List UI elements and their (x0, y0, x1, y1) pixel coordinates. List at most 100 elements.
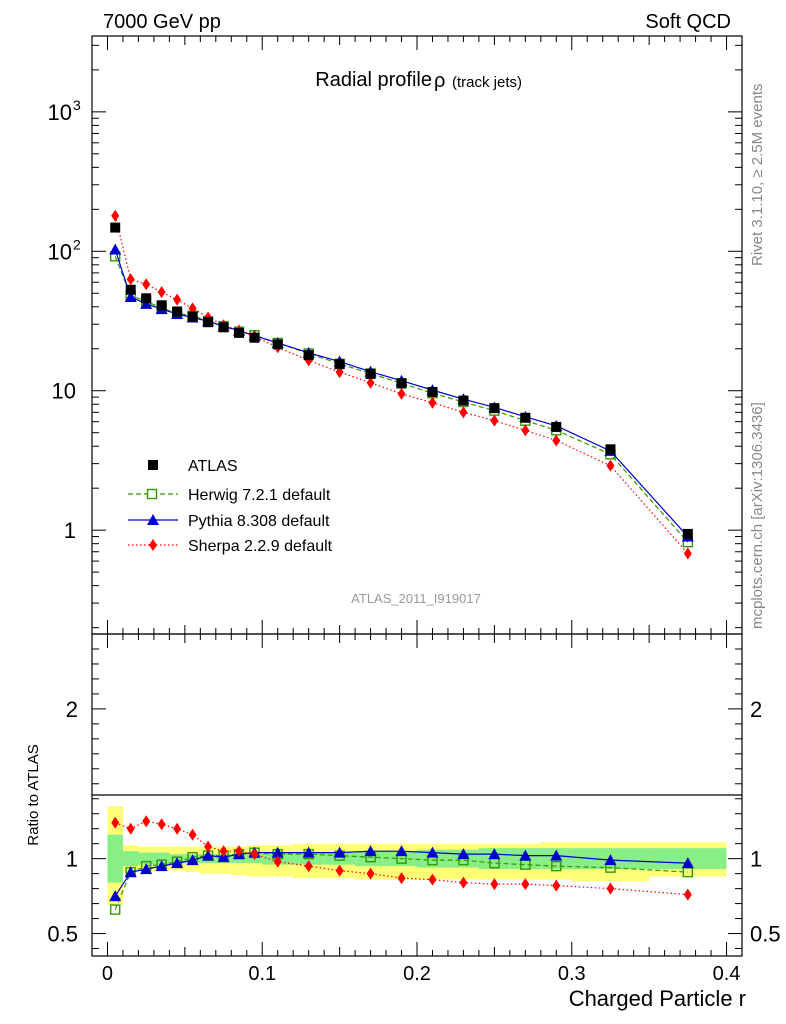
main-point-atlas (156, 300, 167, 311)
main-point-atlas (218, 322, 229, 333)
main-point-sherpa (188, 302, 197, 315)
main-point-sherpa (521, 424, 530, 437)
ratio-point-pythia (124, 866, 137, 878)
stat-band-segment (417, 849, 448, 868)
ratio-point-sherpa (250, 848, 259, 861)
main-line-pythia (114, 249, 689, 537)
main-point-atlas (458, 395, 469, 406)
main-point-sherpa (606, 459, 615, 472)
ratio-point-pythia (186, 854, 199, 866)
ratio-point-pythia (457, 848, 470, 860)
legend-atlas-marker (148, 460, 158, 470)
main-y-tick-label: 10 (48, 100, 72, 125)
ratio-point-sherpa (366, 867, 375, 880)
x-tick-label: 0.1 (248, 963, 276, 985)
ratio-point-sherpa (173, 822, 182, 835)
legend-sherpa-label: Sherpa 2.2.9 default (188, 538, 333, 555)
ratio-line-herwig (114, 852, 688, 910)
main-point-sherpa (142, 278, 151, 291)
ratio-point-pythia (681, 857, 694, 869)
ratio-y-tick-label-right: 1 (750, 847, 762, 872)
ratio-point-sherpa (683, 888, 692, 901)
legend-atlas-label: ATLAS (188, 458, 238, 475)
main-point-pythia (109, 243, 122, 255)
main-point-atlas (141, 293, 152, 304)
legend-pythia-label: Pythia 8.308 default (188, 513, 330, 530)
ratio-point-sherpa (188, 828, 197, 841)
x-tick-label: 0.4 (713, 963, 741, 985)
ratio-point-pythia (604, 854, 617, 866)
main-point-sherpa (683, 547, 692, 560)
main-point-sherpa (459, 406, 468, 419)
ratio-point-pythia (426, 846, 439, 858)
ratio-point-sherpa (397, 872, 406, 885)
legend-entry-herwig: Herwig 7.2.1 default (128, 487, 331, 504)
ratio-point-pythia (155, 860, 168, 872)
ratio-point-pythia (333, 846, 346, 858)
main-point-atlas (303, 350, 314, 361)
main-point-atlas (272, 339, 283, 350)
ratio-point-pythia (202, 849, 215, 861)
main-point-atlas (682, 528, 693, 539)
energy-label: 7000 GeV pp (103, 11, 221, 33)
ratio-point-herwig (110, 904, 121, 915)
main-point-sherpa (111, 209, 120, 222)
ratio-y-tick-label-right: 2 (750, 697, 762, 722)
main-point-atlas (489, 403, 500, 414)
main-point-atlas (187, 311, 198, 322)
main-point-atlas (520, 412, 531, 423)
ratio-point-sherpa (304, 860, 313, 873)
ratio-y-label: Ratio to ATLAS (25, 744, 42, 845)
ratio-point-pythia (302, 846, 315, 858)
x-tick-label: 0.2 (403, 963, 431, 985)
ratio-point-sherpa (235, 845, 244, 858)
main-point-atlas (365, 368, 376, 379)
main-y-tick-exponent: 3 (73, 97, 81, 113)
main-point-sherpa (366, 376, 375, 389)
stat-band-segment (122, 851, 139, 867)
x-axis-label: Charged Particle r (569, 986, 746, 1011)
ratio-point-pythia (550, 849, 563, 861)
ratio-point-sherpa (157, 818, 166, 831)
ratio-bands (107, 806, 727, 906)
main-point-sherpa (552, 434, 561, 447)
main-point-atlas (427, 386, 438, 397)
ratio-plot-marks (109, 815, 694, 915)
ratio-y-tick-label-right: 0.5 (750, 922, 781, 947)
main-line-sherpa (114, 215, 689, 554)
ratio-point-sherpa (111, 816, 120, 829)
ratio-point-sherpa (335, 864, 344, 877)
main-point-atlas (249, 332, 260, 343)
ratio-point-pythia (488, 848, 501, 860)
main-point-sherpa (490, 414, 499, 427)
ratio-point-pythia (519, 849, 532, 861)
main-point-sherpa (173, 293, 182, 306)
ratio-point-sherpa (428, 873, 437, 886)
ratio-point-sherpa (204, 840, 213, 853)
main-y-tick-label: 10 (48, 239, 72, 264)
ratio-panel: 2 2 1 1 0.5 0.5 0 0.1 0.2 0.3 0.4 Ratio to ATLAS C… (25, 633, 781, 1011)
rivet-note: Rivet 3.1.10, ≥ 2.5M events (749, 84, 766, 267)
stat-band-segment (355, 851, 387, 867)
plot-title: Radial profile (315, 69, 432, 91)
main-point-sherpa (397, 387, 406, 400)
ratio-point-sherpa (126, 822, 135, 835)
x-tick-label: 0.3 (558, 963, 586, 985)
ratio-y-tick-label: 2 (66, 697, 78, 722)
legend-entry-atlas: ATLAS (148, 458, 238, 475)
legend-herwig-label: Herwig 7.2.1 default (188, 487, 331, 504)
source-note: mcplots.cern.ch [arXiv:1306.3436] (749, 402, 766, 629)
legend-entry-pythia: Pythia 8.308 default (128, 513, 330, 530)
stat-band-segment (107, 834, 123, 883)
main-y-tick-label: 10 (52, 379, 76, 404)
main-point-atlas (396, 378, 407, 389)
legend-entry-sherpa: Sherpa 2.2.9 default (128, 538, 333, 555)
ratio-frame (91, 633, 743, 957)
main-point-atlas (234, 327, 245, 338)
main-point-sherpa (126, 273, 135, 286)
ratio-point-pythia (364, 845, 377, 857)
ratio-y-tick-label: 0.5 (47, 922, 78, 947)
